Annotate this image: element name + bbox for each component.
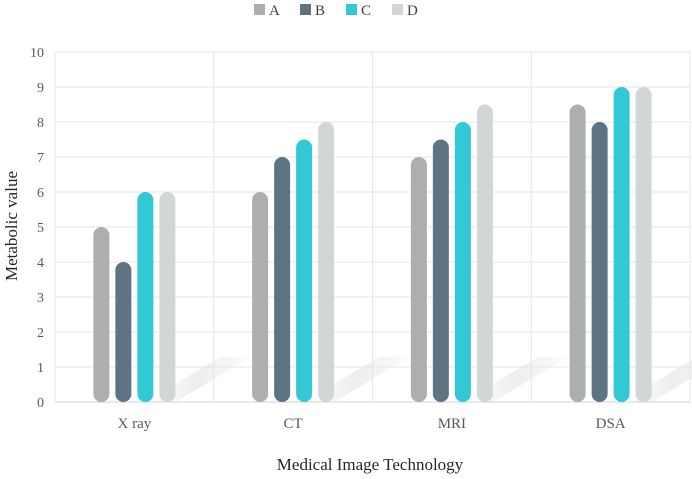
y-tick-label: 1 xyxy=(37,361,44,376)
bars xyxy=(93,87,652,402)
y-tick-label: 9 xyxy=(37,81,44,96)
bar-b-1 xyxy=(115,262,132,402)
legend-label-a: A xyxy=(269,3,280,19)
bar-d-2 xyxy=(318,122,335,402)
y-tick-label: 5 xyxy=(37,221,44,236)
y-tick-label: 2 xyxy=(37,326,44,341)
y-tick-label: 4 xyxy=(37,256,44,271)
legend-label-d: D xyxy=(407,3,418,19)
bar-c-4 xyxy=(613,87,630,402)
bar-a-2 xyxy=(252,192,269,402)
bar-a-4 xyxy=(569,104,586,402)
bar-c-2 xyxy=(296,139,313,402)
legend-label-b: B xyxy=(315,3,325,19)
bar-c-3 xyxy=(454,122,471,402)
bar-b-2 xyxy=(274,157,291,402)
bar-a-1 xyxy=(93,227,110,402)
y-axis-title: Metabolic value xyxy=(2,171,21,281)
legend-swatch-d xyxy=(392,4,403,15)
legend-swatch-b xyxy=(300,4,311,15)
x-tick-label: MRI xyxy=(438,416,466,432)
bar-d-4 xyxy=(635,87,652,402)
bar-c-1 xyxy=(137,192,154,402)
bar-shadow xyxy=(621,359,692,402)
y-tick-label: 7 xyxy=(37,151,44,166)
bar-d-3 xyxy=(476,104,493,402)
legend-swatch-c xyxy=(346,4,357,15)
bar-a-3 xyxy=(410,157,427,402)
legend-swatch-a xyxy=(254,4,265,15)
bar-b-3 xyxy=(432,139,449,402)
y-tick-label: 8 xyxy=(37,116,44,131)
x-tick-label: CT xyxy=(284,416,303,432)
y-tick-label: 10 xyxy=(30,46,44,61)
y-tick-label: 6 xyxy=(37,186,44,201)
y-tick-label: 0 xyxy=(37,396,44,411)
x-tick-label: X ray xyxy=(118,416,152,432)
x-axis-title: Medical Image Technology xyxy=(277,455,464,474)
y-tick-label: 3 xyxy=(37,291,44,306)
x-tick-label: DSA xyxy=(596,416,626,432)
legend-label-c: C xyxy=(361,3,371,19)
legend: A B C D xyxy=(254,3,418,19)
y-axis-ticks: 0 1 2 3 4 5 6 7 8 9 10 xyxy=(30,46,44,411)
x-axis-ticks: X ray CT MRI DSA xyxy=(118,416,626,432)
bar-d-1 xyxy=(159,192,176,402)
bar-b-4 xyxy=(591,122,608,402)
